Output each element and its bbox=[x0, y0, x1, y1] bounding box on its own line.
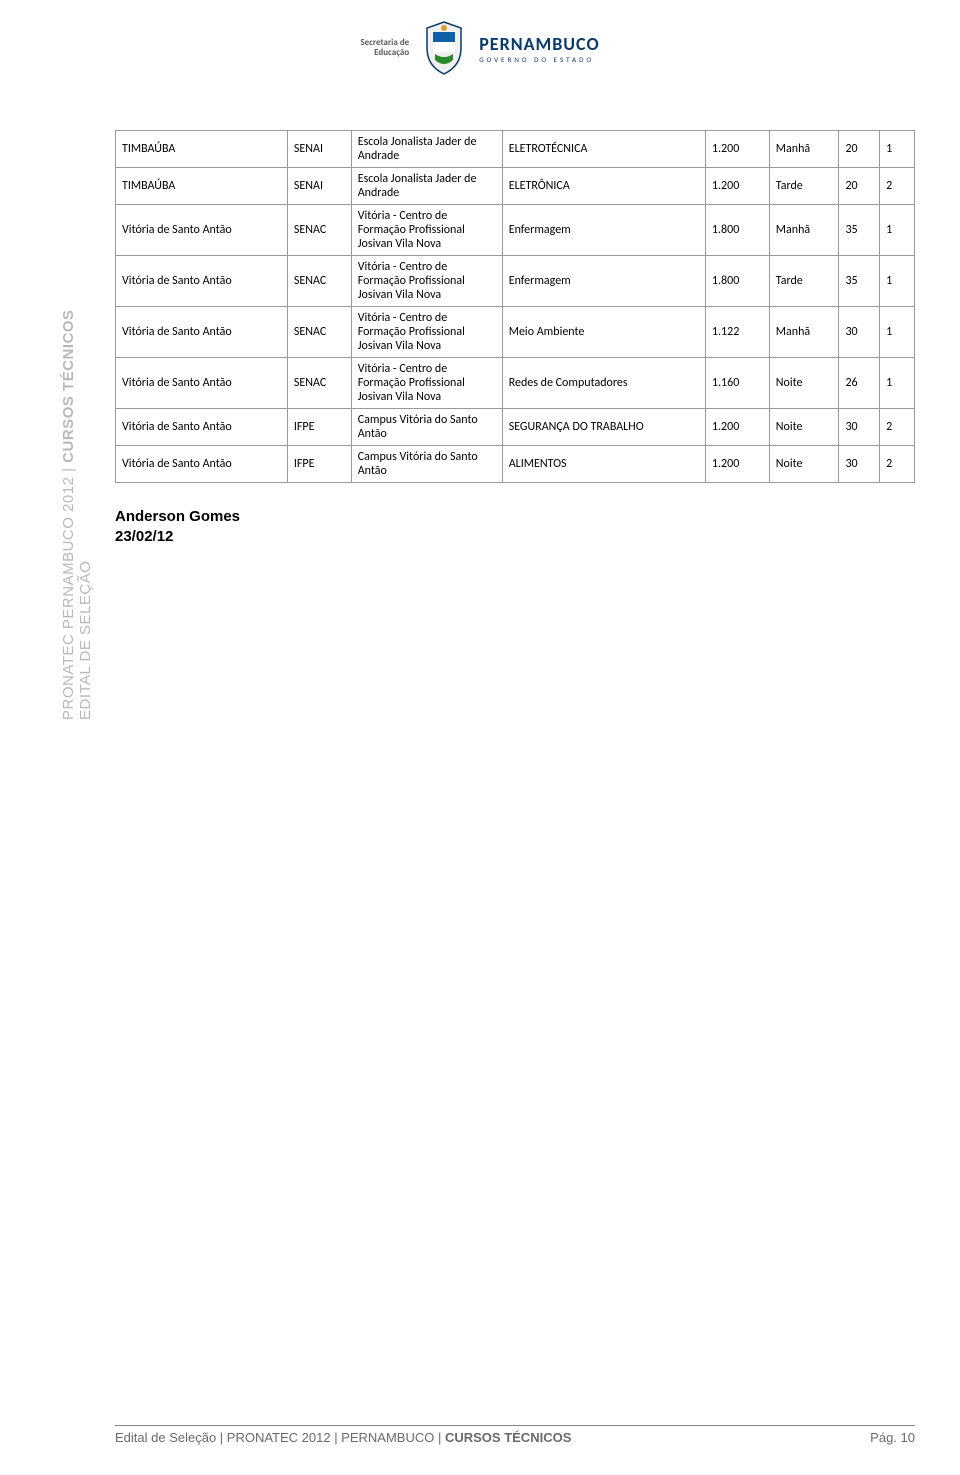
state-title: PERNAMBUCO bbox=[479, 33, 599, 55]
table-cell: ELETROTÉCNICA bbox=[502, 131, 705, 168]
table-cell: Vitória de Santo Antão bbox=[116, 205, 288, 256]
table-cell: Noite bbox=[769, 446, 839, 483]
sidebar-line1b: CURSOS TÉCNICOS bbox=[60, 309, 77, 462]
table-cell: 26 bbox=[839, 358, 880, 409]
state-shield-icon bbox=[421, 20, 467, 76]
table-cell: Vitória - Centro de Formação Profissiona… bbox=[351, 256, 502, 307]
table-row: Vitória de Santo AntãoIFPECampus Vitória… bbox=[116, 409, 915, 446]
table-cell: Tarde bbox=[769, 256, 839, 307]
signature-name: Anderson Gomes bbox=[115, 507, 915, 527]
footer-left: Edital de Seleção | PRONATEC 2012 | PERN… bbox=[115, 1430, 571, 1445]
table-cell: SENAC bbox=[287, 307, 351, 358]
state-subtitle: GOVERNO DO ESTADO bbox=[479, 55, 599, 64]
table-cell: Vitória - Centro de Formação Profissiona… bbox=[351, 307, 502, 358]
table-cell: Campus Vitória do Santo Antão bbox=[351, 446, 502, 483]
table-cell: IFPE bbox=[287, 446, 351, 483]
table-cell: Redes de Computadores bbox=[502, 358, 705, 409]
table-cell: 30 bbox=[839, 307, 880, 358]
table-cell: 1.200 bbox=[705, 131, 769, 168]
table-cell: 20 bbox=[839, 131, 880, 168]
table-cell: Vitória de Santo Antão bbox=[116, 256, 288, 307]
table-cell: 1.200 bbox=[705, 168, 769, 205]
table-cell: Enfermagem bbox=[502, 205, 705, 256]
table-cell: Escola Jonalista Jader de Andrade bbox=[351, 168, 502, 205]
table-cell: 1.122 bbox=[705, 307, 769, 358]
table-cell: Vitória de Santo Antão bbox=[116, 358, 288, 409]
table-cell: SENAI bbox=[287, 131, 351, 168]
main-content: TIMBAÚBASENAIEscola Jonalista Jader de A… bbox=[115, 130, 915, 546]
table-row: TIMBAÚBASENAIEscola Jonalista Jader de A… bbox=[116, 131, 915, 168]
table-cell: 2 bbox=[880, 168, 915, 205]
table-cell: Noite bbox=[769, 409, 839, 446]
table-cell: Manhã bbox=[769, 131, 839, 168]
table-cell: 20 bbox=[839, 168, 880, 205]
table-cell: 1 bbox=[880, 131, 915, 168]
signature-date: 23/02/12 bbox=[115, 527, 915, 547]
table-cell: Noite bbox=[769, 358, 839, 409]
table-cell: ALIMENTOS bbox=[502, 446, 705, 483]
table-cell: Meio Ambiente bbox=[502, 307, 705, 358]
table-cell: 1.200 bbox=[705, 409, 769, 446]
secretaria-label: Secretaria de Educação bbox=[360, 38, 409, 58]
courses-table: TIMBAÚBASENAIEscola Jonalista Jader de A… bbox=[115, 130, 915, 483]
table-cell: 2 bbox=[880, 409, 915, 446]
table-cell: 35 bbox=[839, 205, 880, 256]
table-cell: Tarde bbox=[769, 168, 839, 205]
table-cell: Vitória de Santo Antão bbox=[116, 446, 288, 483]
table-cell: Vitória de Santo Antão bbox=[116, 409, 288, 446]
table-cell: 1.800 bbox=[705, 205, 769, 256]
table-row: Vitória de Santo AntãoSENACVitória - Cen… bbox=[116, 205, 915, 256]
table-cell: ELETRÔNICA bbox=[502, 168, 705, 205]
table-cell: SEGURANÇA DO TRABALHO bbox=[502, 409, 705, 446]
table-cell: 1 bbox=[880, 205, 915, 256]
state-title-block: PERNAMBUCO GOVERNO DO ESTADO bbox=[479, 33, 599, 64]
table-cell: TIMBAÚBA bbox=[116, 131, 288, 168]
table-cell: 1.200 bbox=[705, 446, 769, 483]
header-logo-group: Secretaria de Educação PERNAMBUCO GOVERN… bbox=[360, 20, 599, 76]
table-cell: Campus Vitória do Santo Antão bbox=[351, 409, 502, 446]
table-cell: 30 bbox=[839, 409, 880, 446]
table-cell: 1 bbox=[880, 358, 915, 409]
table-cell: Vitória - Centro de Formação Profissiona… bbox=[351, 205, 502, 256]
table-row: TIMBAÚBASENAIEscola Jonalista Jader de A… bbox=[116, 168, 915, 205]
footer-left-b: CURSOS TÉCNICOS bbox=[445, 1430, 571, 1445]
footer-left-a: Edital de Seleção | PRONATEC 2012 | PERN… bbox=[115, 1430, 445, 1445]
table-cell: 30 bbox=[839, 446, 880, 483]
table-cell: 1.800 bbox=[705, 256, 769, 307]
table-row: Vitória de Santo AntãoSENACVitória - Cen… bbox=[116, 307, 915, 358]
table-cell: 1.160 bbox=[705, 358, 769, 409]
table-row: Vitória de Santo AntãoSENACVitória - Cen… bbox=[116, 256, 915, 307]
table-cell: 1 bbox=[880, 256, 915, 307]
table-cell: SENAC bbox=[287, 256, 351, 307]
table-row: Vitória de Santo AntãoIFPECampus Vitória… bbox=[116, 446, 915, 483]
table-cell: Vitória - Centro de Formação Profissiona… bbox=[351, 358, 502, 409]
table-cell: 1 bbox=[880, 307, 915, 358]
table-cell: 2 bbox=[880, 446, 915, 483]
table-cell: SENAC bbox=[287, 205, 351, 256]
table-cell: Enfermagem bbox=[502, 256, 705, 307]
page-header: Secretaria de Educação PERNAMBUCO GOVERN… bbox=[0, 20, 960, 76]
table-cell: Vitória de Santo Antão bbox=[116, 307, 288, 358]
signature-block: Anderson Gomes 23/02/12 bbox=[115, 507, 915, 546]
table-cell: 35 bbox=[839, 256, 880, 307]
sidebar-line1a: PRONATEC PERNAMBUCO 2012 | bbox=[60, 463, 77, 720]
table-cell: IFPE bbox=[287, 409, 351, 446]
sidebar-vertical-label: PRONATEC PERNAMBUCO 2012 | CURSOS TÉCNIC… bbox=[60, 309, 94, 720]
table-cell: SENAC bbox=[287, 358, 351, 409]
table-cell: SENAI bbox=[287, 168, 351, 205]
sidebar-line2: EDITAL DE SELEÇÃO bbox=[77, 309, 94, 720]
footer-right: Pág. 10 bbox=[870, 1430, 915, 1445]
table-row: Vitória de Santo AntãoSENACVitória - Cen… bbox=[116, 358, 915, 409]
table-cell: Manhã bbox=[769, 205, 839, 256]
table-cell: Escola Jonalista Jader de Andrade bbox=[351, 131, 502, 168]
page-footer: Edital de Seleção | PRONATEC 2012 | PERN… bbox=[115, 1425, 915, 1445]
table-cell: Manhã bbox=[769, 307, 839, 358]
secretaria-line2: Educação bbox=[360, 48, 409, 58]
table-cell: TIMBAÚBA bbox=[116, 168, 288, 205]
